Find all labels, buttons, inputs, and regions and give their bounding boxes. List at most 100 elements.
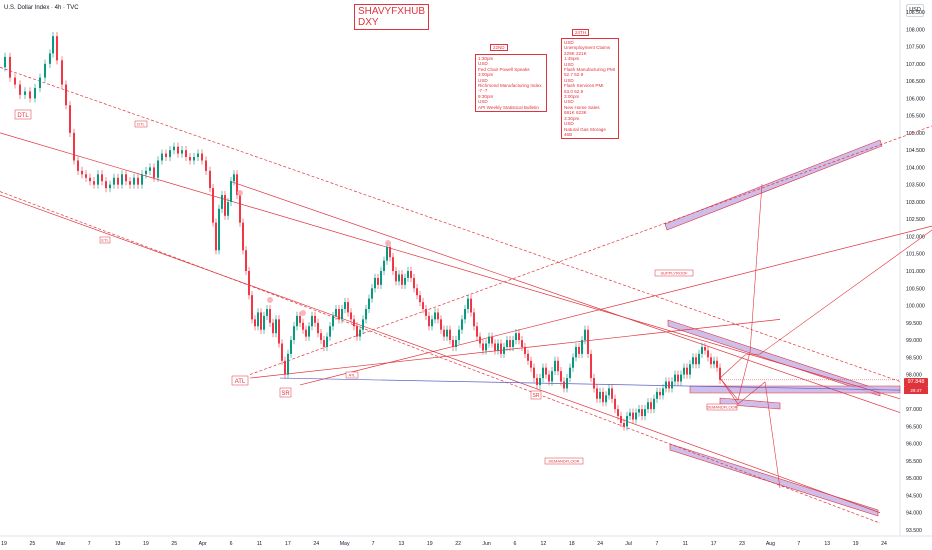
x-tick-label: 12 [540, 541, 546, 547]
candle-body [623, 422, 625, 427]
label-demand-floor: DEMANDFLOOR [706, 405, 737, 410]
x-tick-label: 23 [739, 541, 745, 547]
x-tick-label: 24 [597, 541, 603, 547]
label-box [345, 371, 359, 379]
candles-layer [4, 32, 721, 431]
candle-body [290, 340, 292, 354]
y-tick-label: 104.500 [906, 148, 925, 154]
currency-label[interactable]: USD [906, 4, 924, 17]
candle-body [704, 346, 706, 351]
candle-body [209, 170, 211, 189]
candle-body [401, 274, 403, 285]
trendline-upper-diag-2 [0, 132, 901, 400]
candle-body [494, 343, 496, 351]
candle-body [701, 346, 703, 354]
y-tick-label: 106.000 [906, 96, 925, 102]
candle-body [193, 157, 195, 161]
y-tick-label: 105.000 [906, 131, 925, 137]
candle-body [497, 343, 499, 351]
x-tick-label: Mar [56, 541, 65, 547]
candle-body [89, 177, 91, 182]
x-tick-label: 19 [853, 541, 859, 547]
trendlines-layer [0, 66, 932, 524]
label-box [134, 120, 148, 128]
candle-body [389, 246, 391, 258]
candle-body [257, 312, 259, 327]
candle-body [509, 340, 511, 347]
candle-body [215, 222, 217, 251]
candle-body [281, 343, 283, 361]
candle-body [242, 222, 244, 251]
candle-body [524, 346, 526, 354]
candle-body [287, 353, 289, 375]
x-tick-label: 19 [143, 541, 149, 547]
candle-body [641, 409, 643, 417]
candle-body [77, 160, 79, 171]
candle-body [464, 308, 466, 320]
candle-body [117, 177, 119, 185]
event-date-tag-1: 22ND [490, 44, 508, 51]
candle-body [61, 60, 63, 85]
candle-body [380, 271, 382, 285]
candle-body [365, 308, 367, 320]
candle-body [674, 374, 676, 382]
candle-body [73, 132, 75, 161]
candle-body [362, 319, 364, 330]
horizontal-zone-1 [689, 385, 901, 394]
candle-body [557, 360, 559, 372]
trendline-DTL [0, 66, 901, 382]
y-tick-label: 93.500 [906, 528, 922, 534]
candle-body [169, 150, 171, 158]
event-note-24th: USD Unemployment Claims 229K 221K 1:45pm… [561, 38, 619, 140]
candle-body [14, 77, 16, 85]
trendline-ATL [249, 318, 781, 379]
candle-body [113, 177, 115, 185]
candle-body [341, 308, 343, 320]
candle-body [614, 398, 616, 410]
candle-body [329, 326, 331, 337]
candle-body [56, 36, 58, 61]
last-price-countdown: 29:47 [904, 387, 928, 394]
candle-body [563, 381, 565, 389]
candle-body [458, 329, 460, 341]
candle-body [185, 150, 187, 158]
candle-body [24, 91, 26, 95]
candle-body [398, 274, 400, 282]
candle-body [542, 367, 544, 379]
candle-body [353, 319, 355, 327]
x-tick-label: 24 [313, 541, 319, 547]
label-supply-zone: SUPPLYROOF [660, 271, 688, 276]
x-tick-label: 24 [881, 541, 887, 547]
candle-body [446, 329, 448, 337]
candle-body [554, 360, 556, 372]
candle-body [153, 167, 155, 178]
lower-fall-zone [669, 443, 879, 517]
candle-body [548, 374, 550, 382]
candle-body [395, 271, 397, 282]
candle-body [572, 357, 574, 368]
candle-body [500, 343, 502, 354]
candle-body [551, 371, 553, 382]
candle-body [479, 336, 481, 344]
candle-body [461, 319, 463, 330]
candle-body [371, 288, 373, 299]
y-tick-label: 100.000 [906, 304, 925, 310]
trendline-mid-flat [279, 377, 901, 391]
x-tick-label: 6 [230, 541, 233, 547]
candle-body [311, 315, 313, 327]
candle-body [536, 378, 538, 385]
candle-body [141, 174, 143, 185]
y-tick-label: 105.500 [906, 114, 925, 120]
candle-body [626, 416, 628, 427]
pivot-marker [237, 190, 243, 196]
label-box [14, 109, 32, 120]
candle-body [245, 250, 247, 271]
pivot-marker [385, 240, 391, 246]
candle-body [428, 315, 430, 327]
x-tick-label: 25 [171, 541, 177, 547]
x-tick-label: Apr [199, 541, 207, 547]
candle-body [29, 91, 31, 99]
candle-body [299, 315, 301, 323]
candle-body [467, 298, 469, 309]
